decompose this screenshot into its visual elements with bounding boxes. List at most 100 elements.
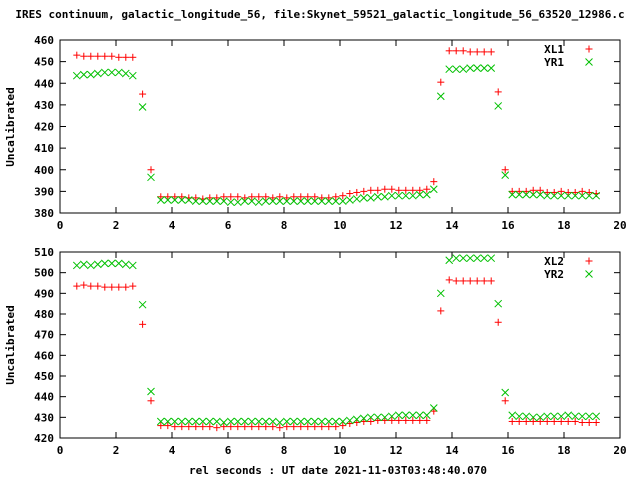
data-point-yr2 (296, 417, 305, 426)
data-point-yr1 (219, 197, 228, 205)
data-point-yr1 (352, 195, 361, 203)
data-point-xl1 (466, 48, 474, 56)
data-point-xl1 (360, 187, 368, 195)
data-point-yr2 (233, 417, 242, 426)
data-point-xl1 (139, 90, 147, 98)
data-point-yr1 (452, 65, 461, 74)
data-point-yr1 (543, 191, 552, 200)
data-point-xl1 (332, 193, 340, 201)
x-tick-label: 8 (281, 219, 288, 232)
data-point-xl1 (94, 52, 102, 60)
data-point-yr2 (282, 417, 291, 426)
data-point-xl1 (241, 194, 249, 202)
data-point-yr2 (578, 412, 587, 421)
data-point-yr2 (138, 300, 147, 309)
data-point-xl2 (416, 416, 424, 424)
data-point-yr1 (359, 194, 368, 202)
data-point-yr2 (156, 417, 165, 426)
data-point-xl1 (171, 193, 179, 201)
data-point-xl1 (543, 188, 551, 196)
data-point-yr1 (345, 196, 354, 204)
data-point-xl1 (115, 53, 123, 61)
data-point-yr1 (107, 68, 116, 77)
data-point-yr1 (247, 197, 256, 205)
data-point-yr2 (422, 411, 431, 420)
data-point-yr1 (515, 190, 524, 199)
data-point-xl1 (536, 186, 544, 194)
x-axis-title: rel seconds : UT date 2021-11-03T03:48:4… (189, 464, 487, 477)
data-point-xl2 (276, 424, 284, 432)
data-point-yr1 (177, 196, 186, 204)
x-tick-label: 14 (445, 219, 459, 232)
data-point-xl1 (402, 186, 410, 194)
data-point-xl2 (297, 423, 305, 431)
data-point-yr1 (550, 191, 559, 200)
data-point-yr1 (522, 190, 531, 199)
data-point-xl1 (529, 186, 537, 194)
data-point-yr2 (191, 417, 200, 426)
data-point-yr1 (373, 192, 382, 201)
data-point-yr1 (571, 191, 580, 200)
data-point-yr1 (138, 103, 147, 111)
data-point-yr2 (79, 260, 88, 269)
data-point-xl2 (80, 281, 88, 289)
data-point-xl1 (318, 194, 326, 202)
chart-title: IRES continuum, galactic_longitude_56, f… (15, 8, 624, 21)
data-point-yr2 (93, 260, 102, 269)
data-point-xl2 (515, 417, 523, 425)
data-point-yr1 (380, 192, 389, 201)
data-point-xl1 (269, 194, 277, 202)
y-tick-label: 510 (34, 246, 54, 259)
data-point-yr2 (401, 411, 410, 420)
x-tick-label: 6 (225, 219, 232, 232)
data-point-xl2 (178, 423, 186, 431)
data-point-xl1 (437, 78, 445, 86)
data-point-yr2 (592, 412, 601, 421)
data-point-xl2 (402, 416, 410, 424)
data-point-xl2 (241, 423, 249, 431)
data-point-yr1 (128, 71, 137, 80)
data-point-yr1 (529, 190, 538, 199)
data-point-xl2 (445, 276, 453, 284)
data-point-yr1 (331, 197, 340, 205)
data-point-xl2 (536, 417, 544, 425)
panel-top: Uncalibrated 380390400410420430440450460… (4, 34, 627, 232)
x-ticks-bottom: 0 2 4 6 8 10 12 14 16 18 20 (57, 252, 627, 457)
data-point-xl2 (192, 423, 200, 431)
data-point-xl1 (423, 185, 431, 193)
data-point-yr2 (408, 411, 417, 420)
data-point-yr1 (536, 190, 545, 199)
x-tick-label: 14 (445, 444, 459, 457)
data-point-yr2 (310, 417, 319, 426)
x-ticks-top: 0 2 4 6 8 10 12 14 16 18 20 (57, 40, 627, 232)
data-point-xl2 (395, 416, 403, 424)
data-point-yr2 (445, 256, 454, 265)
data-point-xl1 (459, 47, 467, 55)
plot-frame-top (59, 39, 621, 214)
data-point-yr2 (147, 387, 155, 396)
data-point-yr2 (240, 417, 249, 426)
data-point-xl2 (592, 419, 600, 426)
series-xl2 (73, 276, 600, 432)
data-point-xl1 (473, 48, 481, 56)
series-xl1 (73, 47, 600, 203)
data-point-xl2 (473, 277, 481, 285)
data-point-yr2 (324, 417, 333, 426)
y-tick-label: 430 (34, 99, 54, 112)
data-point-xl1 (445, 47, 453, 55)
y-tick-label: 390 (34, 185, 54, 198)
data-point-yr1 (394, 191, 403, 200)
legend-label-xl2: XL2 (544, 255, 564, 268)
data-point-yr1 (473, 64, 482, 72)
data-point-xl2 (543, 417, 551, 425)
data-point-xl1 (227, 193, 235, 201)
data-point-xl2 (213, 424, 221, 432)
y-tick-label: 480 (34, 308, 54, 321)
data-point-yr2 (508, 411, 517, 420)
data-point-yr1 (466, 64, 475, 72)
data-point-yr1 (303, 197, 312, 205)
data-point-yr1 (501, 171, 510, 180)
data-point-yr2 (121, 260, 130, 269)
data-point-xl1 (346, 190, 354, 198)
